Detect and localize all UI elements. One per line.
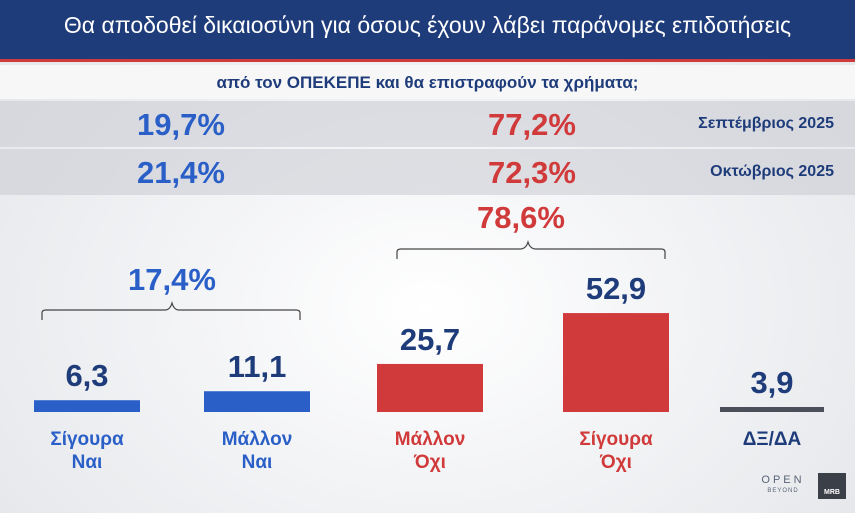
category-label: ΔΞ/ΔΑ xyxy=(742,429,802,450)
category-label: Μάλλον Ναι xyxy=(221,429,293,473)
open-logo-subtitle: BEYOND xyxy=(767,488,799,494)
chart-title: Θα αποδοθεί δικαιοσύνη για όσους έχουν λ… xyxy=(63,12,792,38)
bracket-yes xyxy=(41,300,301,320)
open-logo: OPEN xyxy=(761,474,805,486)
comparison-no-value: 72,3% xyxy=(488,155,576,190)
mrb-logo: MRB xyxy=(818,473,846,499)
group-total-yes: 17,4% xyxy=(128,262,216,297)
title-bar: Θα αποδοθεί δικαιοσύνη για όσους έχουν λ… xyxy=(0,0,855,62)
comparison-yes-value: 19,7% xyxy=(137,107,225,142)
comparison-row-october: 21,4% 72,3% Οκτώβριος 2025 xyxy=(0,149,855,195)
bar-4 xyxy=(563,313,669,412)
bar-value-label: 6,3 xyxy=(65,358,108,393)
bar-value-label: 3,9 xyxy=(750,365,793,400)
category-label: Μάλλον Όχι xyxy=(394,429,466,473)
group-total-no: 78,6% xyxy=(477,200,565,235)
category-label: Σίγουρα Όχι xyxy=(579,429,653,473)
bar-3 xyxy=(377,363,483,412)
bar-value-label: 25,7 xyxy=(400,322,460,357)
comparison-period-label: Οκτώβριος 2025 xyxy=(710,163,834,180)
bar-value-label: 52,9 xyxy=(586,271,646,306)
category-label: Σίγουρα Ναι xyxy=(50,429,124,473)
chart-subtitle: από τον ΟΠΕΚΕΠΕ και θα επιστραφούν τα χρ… xyxy=(216,73,639,92)
bar-1 xyxy=(34,400,140,412)
comparison-yes-value: 21,4% xyxy=(137,155,225,190)
bar-5 xyxy=(720,407,824,412)
comparison-period-label: Σεπτέμβριος 2025 xyxy=(698,115,834,132)
bracket-no xyxy=(396,239,666,259)
bar-value-label: 11,1 xyxy=(228,349,287,384)
bar-2 xyxy=(204,391,310,412)
subtitle-bar: από τον ΟΠΕΚΕΠΕ και θα επιστραφούν τα χρ… xyxy=(0,65,855,99)
comparison-row-september: 19,7% 77,2% Σεπτέμβριος 2025 xyxy=(0,101,855,147)
comparison-no-value: 77,2% xyxy=(488,107,576,142)
